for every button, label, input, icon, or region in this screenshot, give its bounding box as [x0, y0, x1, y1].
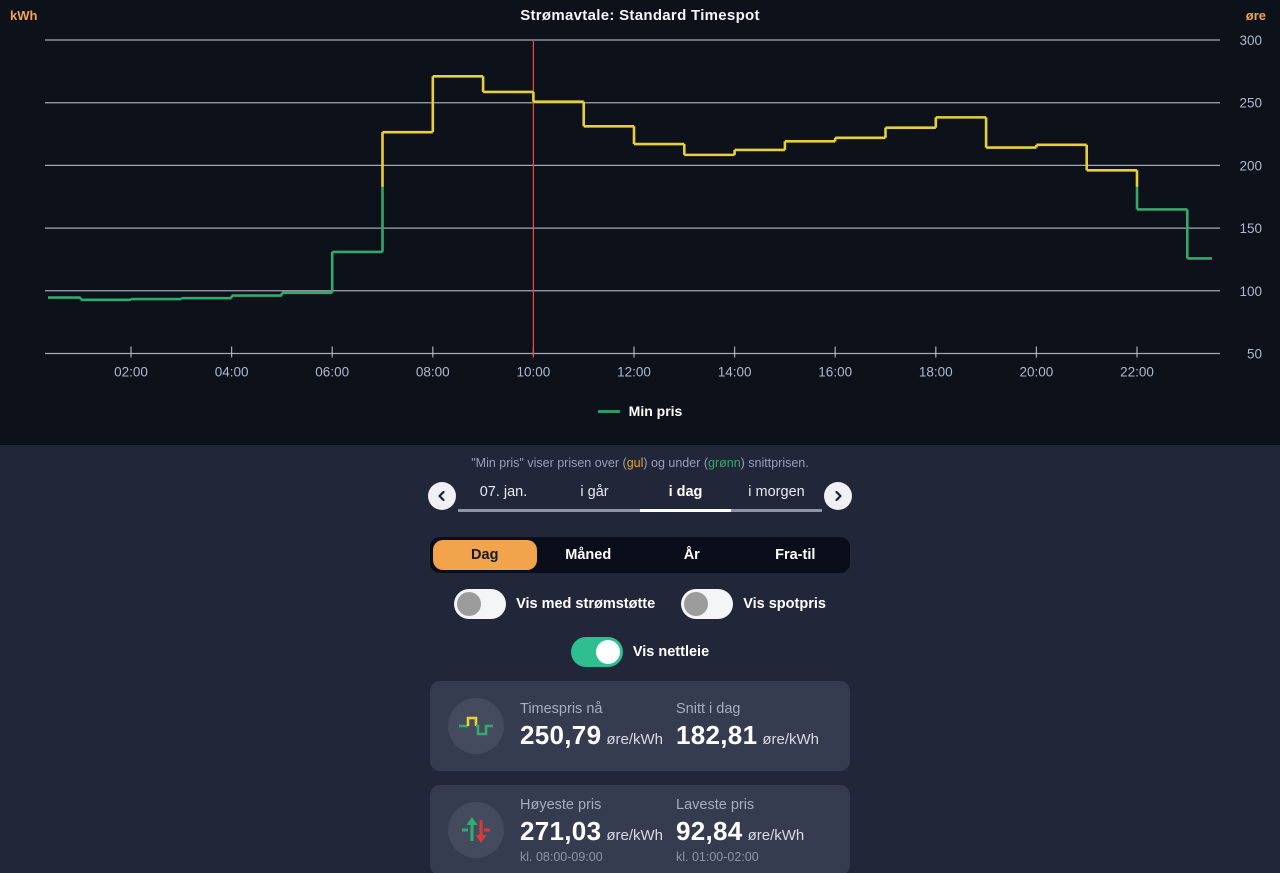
- caption-text: ) snittprisen.: [740, 456, 809, 470]
- svg-text:50: 50: [1247, 347, 1262, 362]
- current-price-card: Timespris nå 250,79 øre/kWh Snitt i dag …: [430, 681, 850, 771]
- vis-nettleie-toggle[interactable]: [570, 637, 623, 667]
- snitt-i-dag-column: Snitt i dag 182,81 øre/kWh: [676, 701, 832, 751]
- svg-text:18:00: 18:00: [919, 365, 953, 380]
- toggle-knob: [457, 592, 482, 616]
- date-tabs: 07. jan. i går i dag i morgen: [458, 479, 822, 512]
- extremes-card: Høyeste pris 271,03 øre/kWh kl. 08:00-09…: [430, 785, 850, 873]
- svg-text:02:00: 02:00: [114, 365, 148, 380]
- chart-legend: Min pris: [0, 403, 1280, 419]
- y-unit-left-label: kWh: [10, 8, 38, 23]
- caption-text: ) og under (: [643, 456, 708, 470]
- timespris-na-value: 250,79: [520, 720, 602, 750]
- svg-text:08:00: 08:00: [416, 365, 450, 380]
- svg-text:100: 100: [1239, 284, 1262, 299]
- up-down-arrows-icon: [448, 802, 504, 858]
- caption-gronn-word: grønn: [708, 456, 741, 470]
- svg-text:300: 300: [1239, 33, 1262, 48]
- legend-line-swatch: [597, 409, 620, 413]
- hoyeste-pris-time: kl. 08:00-09:00: [520, 849, 603, 864]
- period-tab-dag[interactable]: Dag: [433, 540, 537, 570]
- chart-section: 300 250 200 150 100 50 02:00 04:00 06:00 08:00 10:…: [0, 7, 1280, 419]
- toggle-row-2: Vis nettleie: [0, 637, 1280, 667]
- vis-spotpris-label: Vis spotpris: [743, 596, 826, 612]
- previous-day-button[interactable]: [428, 481, 456, 510]
- laveste-pris-value: 92,84: [676, 815, 743, 846]
- spotpris-toggle-group: Vis spotpris: [681, 589, 826, 619]
- svg-text:200: 200: [1239, 158, 1262, 173]
- laveste-pris-time: kl. 01:00-02:00: [676, 849, 759, 864]
- chevron-right-icon: [835, 490, 842, 501]
- snitt-i-dag-unit: øre/kWh: [762, 731, 819, 748]
- y-unit-right-label: øre: [1245, 8, 1266, 23]
- card-columns: Timespris nå 250,79 øre/kWh Snitt i dag …: [520, 701, 832, 751]
- svg-text:12:00: 12:00: [617, 365, 651, 380]
- toggle-row-1: Vis med strømstøtte Vis spotpris: [0, 589, 1280, 619]
- nettleie-toggle-group: Vis nettleie: [570, 637, 710, 667]
- controls-panel: "Min pris" viser prisen over (gul) og un…: [0, 445, 1280, 873]
- date-tab-i-morgen[interactable]: i morgen: [748, 484, 805, 500]
- caption-text: "Min pris" viser prisen over (: [471, 456, 627, 470]
- laveste-pris-label: Laveste pris: [676, 796, 755, 813]
- laveste-pris-unit: øre/kWh: [747, 826, 805, 844]
- laveste-pris-column: Laveste pris 92,84 øre/kWh kl. 01:00-02:…: [676, 797, 832, 864]
- svg-text:06:00: 06:00: [315, 365, 349, 380]
- toggle-knob: [684, 592, 709, 616]
- svg-text:14:00: 14:00: [718, 365, 752, 380]
- period-tab-ar[interactable]: År: [683, 547, 700, 563]
- vis-med-stromstotte-label: Vis med strømstøtte: [516, 596, 656, 612]
- timespris-na-column: Timespris nå 250,79 øre/kWh: [520, 701, 676, 751]
- snitt-i-dag-value: 182,81: [676, 720, 758, 750]
- hoyeste-pris-column: Høyeste pris 271,03 øre/kWh kl. 08:00-09…: [520, 797, 676, 864]
- chart-title: Strømavtale: Standard Timespot: [520, 7, 760, 24]
- date-navigation: 07. jan. i går i dag i morgen: [428, 479, 852, 512]
- svg-text:16:00: 16:00: [818, 365, 852, 380]
- hoyeste-pris-label: Høyeste pris: [520, 796, 602, 813]
- stromstotte-toggle-group: Vis med strømstøtte: [454, 589, 655, 619]
- vis-spotpris-toggle[interactable]: [681, 589, 734, 619]
- toggle-knob: [595, 640, 620, 664]
- svg-text:20:00: 20:00: [1020, 365, 1054, 380]
- period-selector: Dag Måned År Fra-til: [430, 537, 850, 573]
- caption-gul-word: gul: [626, 456, 644, 470]
- vis-nettleie-label: Vis nettleie: [632, 644, 710, 660]
- price-curve-icon: [448, 698, 504, 754]
- date-tab-i-dag[interactable]: i dag: [640, 479, 731, 512]
- hoyeste-pris-unit: øre/kWh: [606, 826, 663, 844]
- period-tab-maned[interactable]: Måned: [565, 547, 612, 563]
- timespris-na-label: Timespris nå: [520, 701, 603, 717]
- chevron-left-icon: [438, 490, 445, 501]
- date-tab-07-jan[interactable]: 07. jan.: [479, 484, 528, 500]
- vis-med-stromstotte-toggle[interactable]: [454, 589, 507, 619]
- price-chart: 300 250 200 150 100 50 02:00 04:00 06:00 08:00 10:…: [45, 33, 1262, 380]
- svg-text:150: 150: [1239, 221, 1262, 236]
- hoyeste-pris-value: 271,03: [520, 815, 602, 846]
- card-columns: Høyeste pris 271,03 øre/kWh kl. 08:00-09…: [520, 797, 832, 864]
- snitt-i-dag-label: Snitt i dag: [676, 701, 741, 717]
- next-day-button[interactable]: [824, 481, 852, 510]
- timespris-na-unit: øre/kWh: [606, 731, 663, 748]
- svg-text:04:00: 04:00: [215, 365, 249, 380]
- svg-text:22:00: 22:00: [1120, 365, 1154, 380]
- svg-text:250: 250: [1239, 96, 1262, 111]
- period-tab-fratil[interactable]: Fra-til: [775, 547, 816, 563]
- date-tab-i-gar[interactable]: i går: [580, 484, 609, 500]
- legend-label: Min pris: [628, 403, 683, 419]
- svg-text:10:00: 10:00: [517, 365, 551, 380]
- chart-caption: "Min pris" viser prisen over (gul) og un…: [0, 445, 1280, 470]
